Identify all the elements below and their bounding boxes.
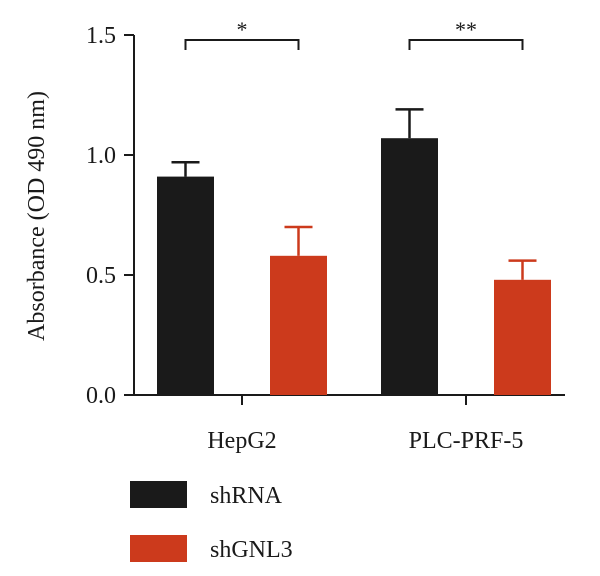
y-tick-label: 0.5: [86, 263, 116, 289]
y-axis: 0.0 0.5 1.0 1.5 Absorbance (OD 490 nm): [24, 23, 135, 409]
bar-shgnl3-plc-prf-5: [494, 279, 551, 395]
legend: shRNA shGNL3: [130, 481, 293, 563]
legend-label-shrna: shRNA: [210, 483, 283, 509]
significance-label: *: [237, 17, 248, 42]
legend-swatch-shgnl3: [130, 535, 187, 562]
bars-group: [157, 138, 551, 395]
y-tick-label: 0.0: [86, 383, 116, 409]
significance-label: **: [455, 17, 477, 42]
y-tick-label: 1.5: [86, 23, 116, 49]
legend-swatch-shrna: [130, 481, 187, 508]
y-tick-label: 1.0: [86, 143, 116, 169]
bar-shrna-plc-prf-5: [381, 138, 438, 395]
x-tick-label: HepG2: [207, 428, 276, 454]
x-axis: HepG2 PLC-PRF-5: [133, 394, 565, 454]
bar-shgnl3-hepg2: [270, 255, 327, 395]
y-axis-label: Absorbance (OD 490 nm): [24, 91, 50, 341]
x-tick-label: PLC-PRF-5: [409, 428, 524, 454]
significance-bracket: [408, 39, 524, 50]
error-bars-group: [171, 108, 537, 280]
significance-bracket: [184, 39, 300, 50]
legend-label-shgnl3: shGNL3: [210, 537, 293, 563]
significance-group: * **: [184, 17, 524, 50]
bar-shrna-hepg2: [157, 176, 214, 395]
